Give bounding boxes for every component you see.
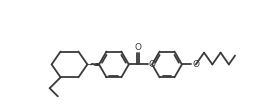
- Text: O: O: [149, 60, 156, 69]
- Text: O: O: [135, 43, 142, 52]
- Text: O: O: [192, 60, 199, 69]
